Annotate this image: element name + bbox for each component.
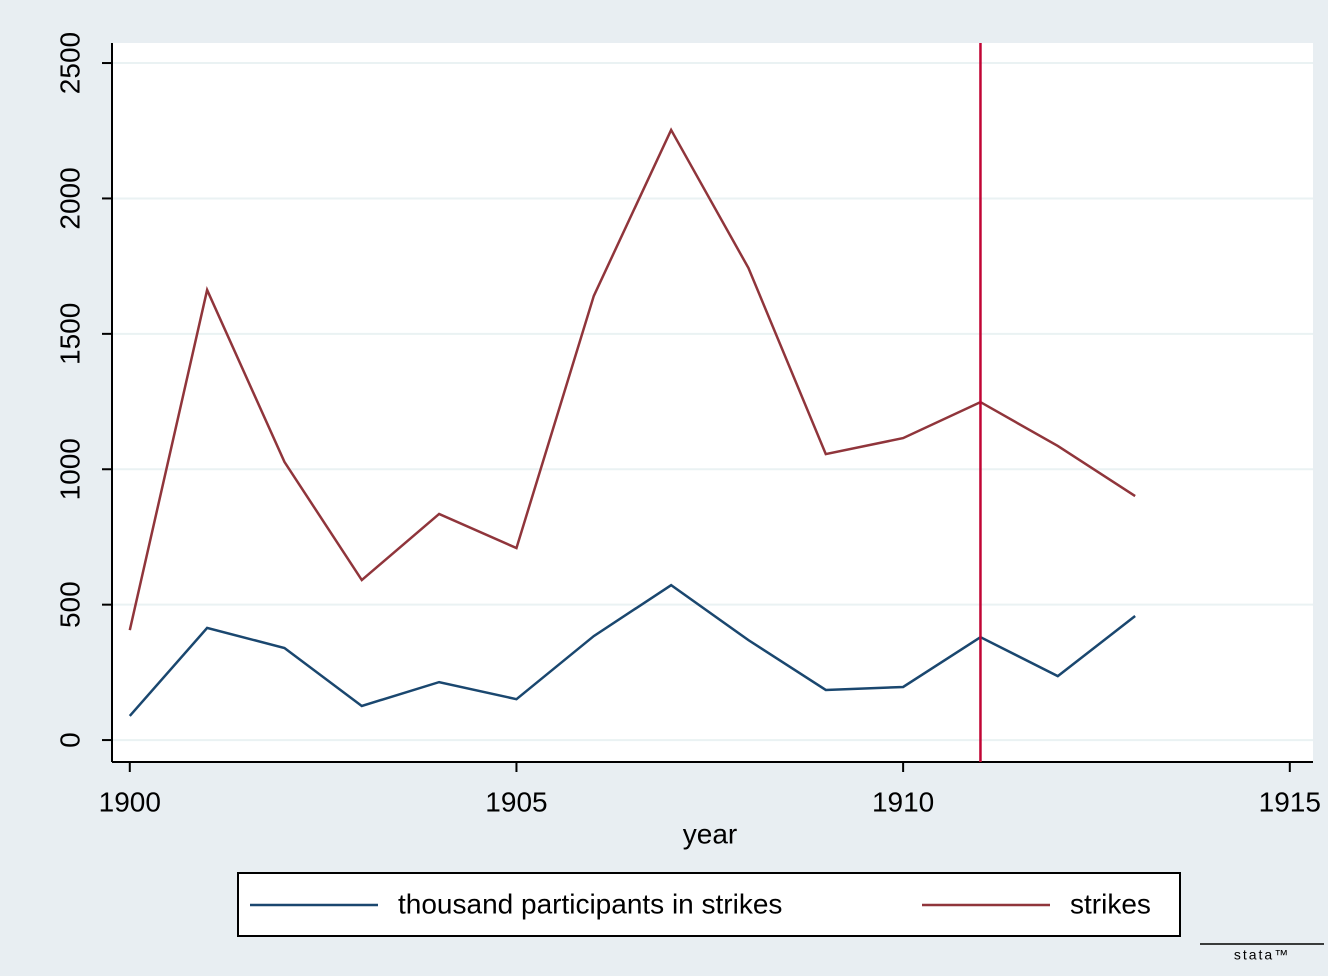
x-tick-label: 1910 [872, 786, 934, 817]
legend-label: strikes [1070, 888, 1151, 919]
series-line [128, 127, 1136, 631]
plot-area [112, 43, 1313, 762]
y-tick-label: 1000 [54, 438, 85, 500]
logo: stata™ [1234, 947, 1290, 963]
y-tick-label: 2500 [54, 32, 85, 94]
y-tick-label: 2000 [54, 167, 85, 229]
y-tick-label: 1500 [54, 303, 85, 365]
x-tick-label: 1900 [99, 786, 161, 817]
x-tick-label: 1915 [1259, 786, 1321, 817]
series-line [128, 583, 1136, 717]
y-tick-label: 500 [54, 581, 85, 628]
legend-label: thousand participants in strikes [398, 888, 782, 919]
x-tick-label: 1905 [485, 786, 547, 817]
y-tick-label: 0 [54, 732, 85, 748]
x-axis-title: year [683, 818, 737, 849]
